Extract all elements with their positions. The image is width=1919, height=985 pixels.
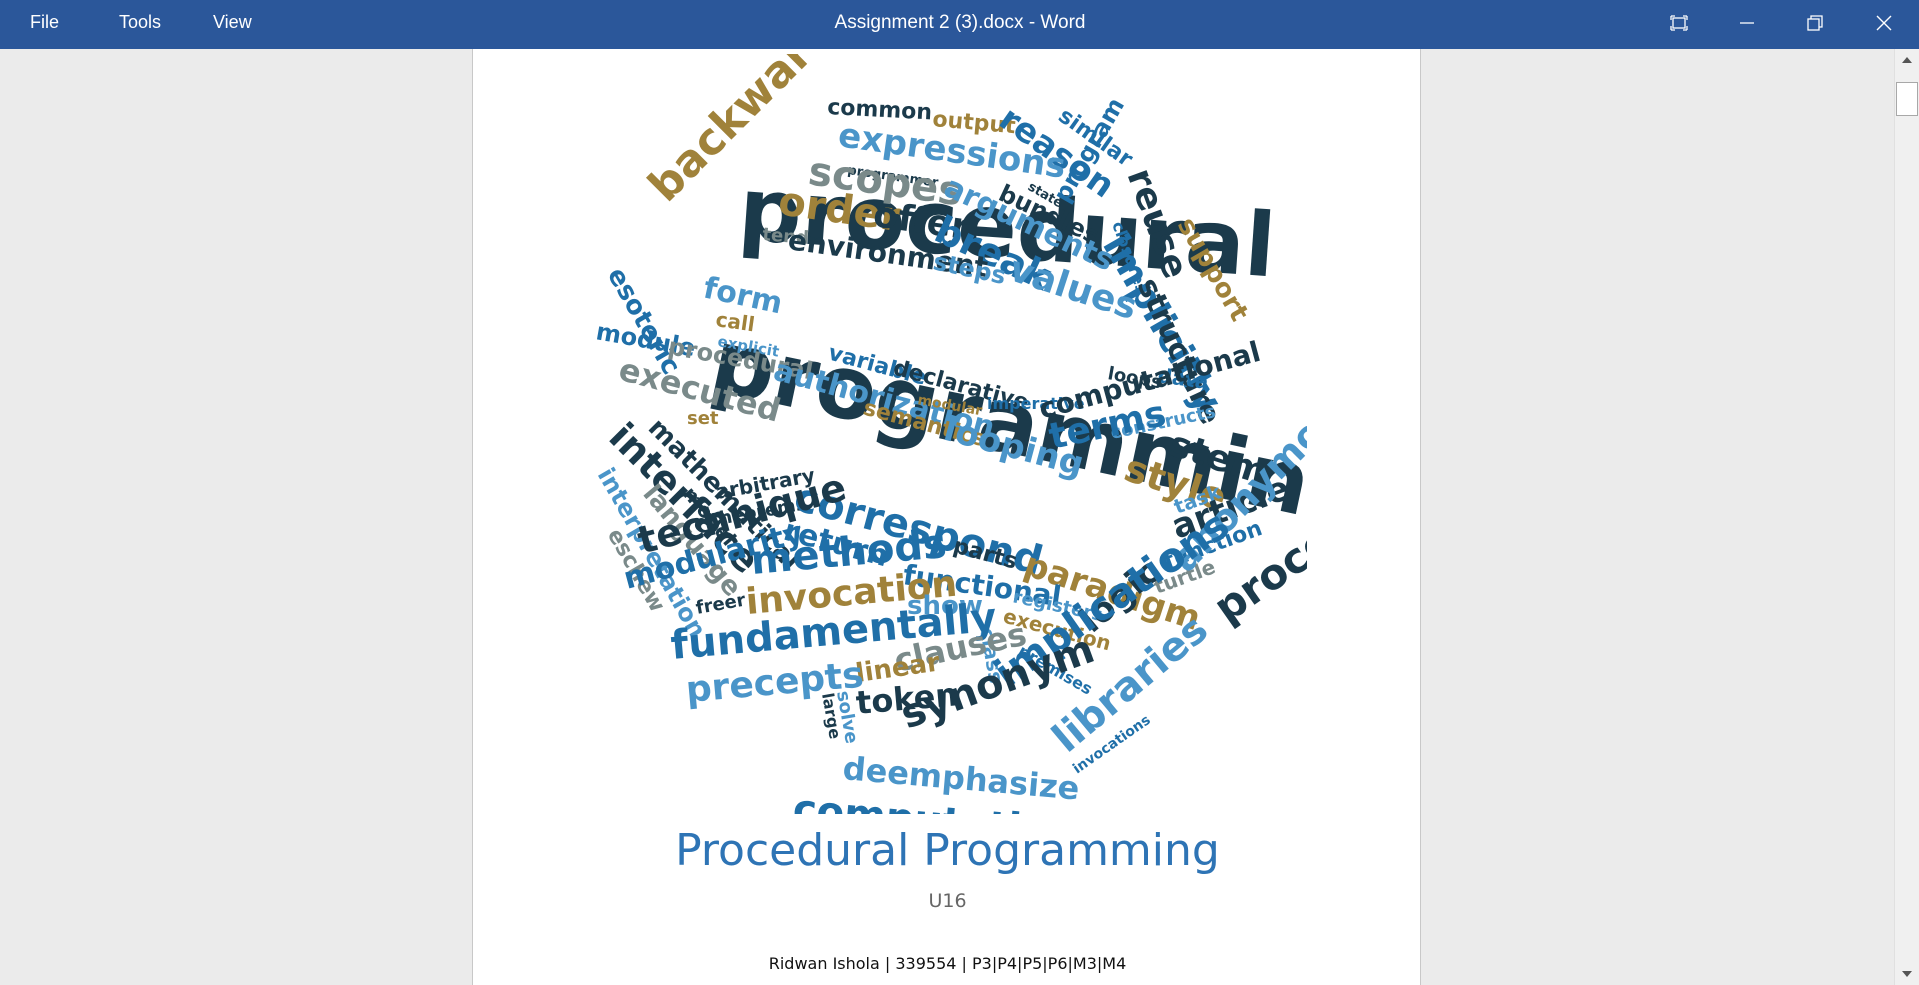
scroll-down-arrow-icon[interactable]	[1895, 963, 1919, 985]
menu-file[interactable]: File	[30, 12, 60, 32]
close-icon[interactable]	[1856, 0, 1912, 45]
word-cloud-svg: proceduralprogrammingcommonoutputreasons…	[592, 49, 1420, 860]
minimize-icon[interactable]	[1719, 0, 1775, 45]
restore-icon[interactable]	[1787, 0, 1843, 45]
document-subtitle: U16	[928, 890, 967, 912]
scroll-thumb[interactable]	[1896, 82, 1918, 116]
document-heading: Procedural Programming	[675, 825, 1220, 876]
menu-tools[interactable]: Tools	[119, 12, 162, 32]
cloud-word: call	[714, 307, 756, 336]
vertical-scrollbar[interactable]	[1894, 49, 1919, 985]
cloud-word: imperative	[987, 394, 1085, 413]
document-page[interactable]: procedural programming common output reason s…	[472, 49, 1421, 985]
word-cloud-image: procedural programming common output reason s…	[587, 49, 1420, 860]
menu-view[interactable]: View	[213, 12, 252, 32]
cloud-word: freer	[694, 590, 747, 619]
cloud-word: common	[827, 95, 933, 125]
cloud-word: tend	[762, 224, 810, 249]
title-bar: File Tools View Assignment 2 (3).docx - …	[0, 0, 1919, 49]
document-author-line: Ridwan Ishola | 339554 | P3|P4|P5|P6|M3|…	[768, 954, 1127, 973]
cloud-word: token	[854, 675, 959, 722]
cloud-word: set	[687, 408, 719, 429]
window-title: Assignment 2 (3).docx - Word	[834, 12, 1086, 33]
focus-mode-icon[interactable]	[1651, 0, 1707, 45]
cloud-word: show	[907, 591, 983, 621]
scroll-up-arrow-icon[interactable]	[1895, 49, 1919, 71]
